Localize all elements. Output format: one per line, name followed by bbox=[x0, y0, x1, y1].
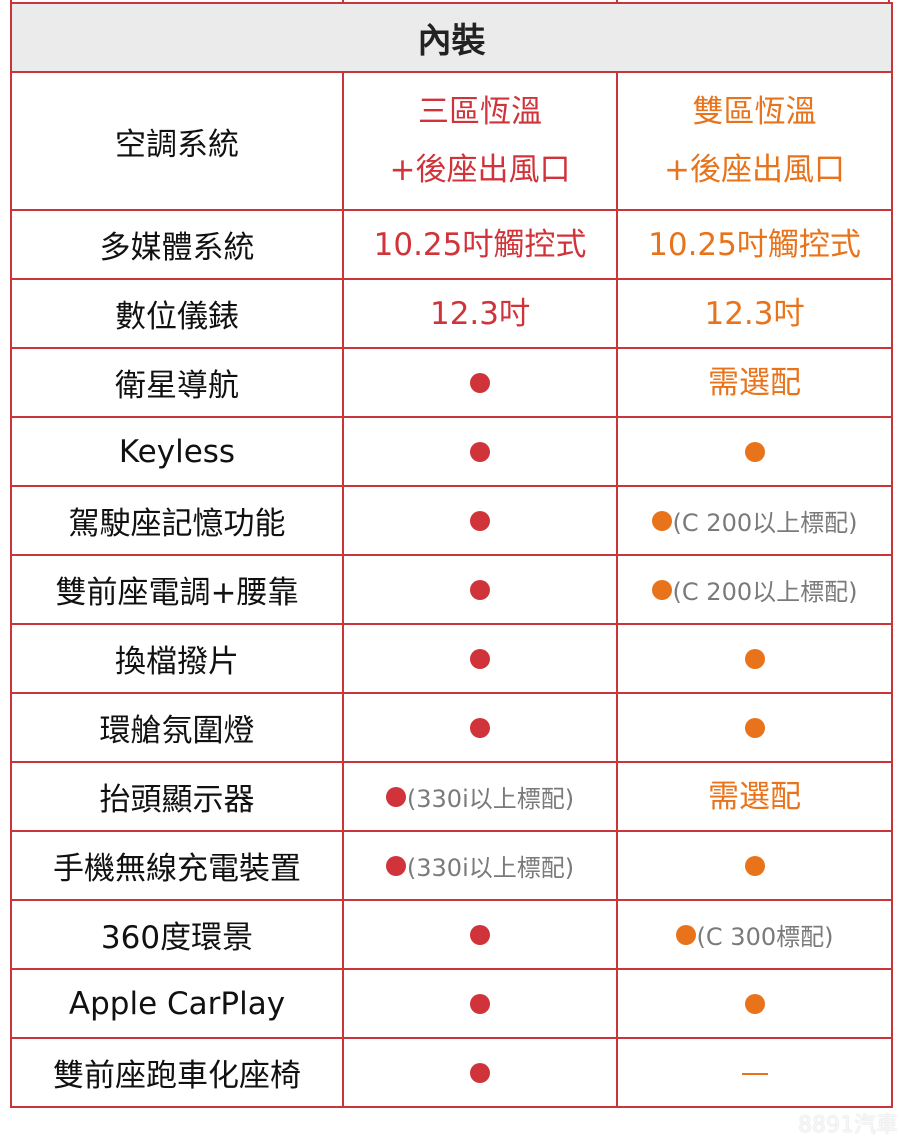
benz-value-cell bbox=[615, 1037, 894, 1108]
standard-dot-icon bbox=[744, 855, 765, 876]
benz-value-cell: 需選配 bbox=[615, 347, 894, 418]
bmw-value-cell bbox=[342, 1037, 618, 1108]
benz-value-cell: (C 200以上標配) bbox=[615, 554, 894, 625]
bmw-value-cell bbox=[342, 554, 618, 625]
table-row: 雙前座電調+腰靠 (C 200以上標配) bbox=[10, 554, 894, 625]
standard-dot-icon bbox=[470, 1062, 490, 1083]
feature-label: 空調系統 bbox=[10, 71, 344, 211]
table-row: 雙前座跑車化座椅 bbox=[10, 1037, 894, 1108]
table-row: 手機無線充電裝置 (330i以上標配) bbox=[10, 830, 894, 901]
value-text: 10.25吋觸控式 bbox=[648, 226, 861, 263]
feature-label: 衛星導航 bbox=[10, 347, 344, 418]
value-text: +後座出風口 bbox=[389, 152, 571, 188]
bmw-value-cell: (330i以上標配) bbox=[342, 761, 618, 832]
table-row: 360度環景 (C 300標配) bbox=[10, 899, 894, 970]
standard-dot-icon bbox=[470, 717, 490, 738]
table-row: 空調系統 三區恆溫 +後座出風口 雙區恆溫 +後座出風口 bbox=[10, 71, 894, 211]
standard-dot-icon bbox=[744, 993, 765, 1014]
bmw-value-cell bbox=[342, 968, 618, 1039]
benz-value-cell bbox=[615, 416, 894, 487]
condition-note: (C 200以上標配) bbox=[672, 509, 858, 537]
standard-dot-icon bbox=[675, 924, 696, 945]
standard-dot-icon bbox=[385, 786, 406, 807]
feature-label: 數位儀錶 bbox=[10, 278, 344, 349]
value-text: +後座出風口 bbox=[664, 152, 845, 188]
value-text: 需選配 bbox=[708, 778, 801, 815]
bmw-value-cell bbox=[342, 623, 618, 694]
bmw-value-cell bbox=[342, 416, 618, 487]
section-title: 內裝 bbox=[9, 2, 894, 73]
bmw-value-cell: 12.3吋 bbox=[342, 278, 618, 349]
table-row: 環艙氛圍燈 bbox=[10, 692, 894, 763]
standard-dot-icon bbox=[744, 717, 765, 738]
section-header-row: 內裝 bbox=[9, 2, 894, 73]
benz-value-cell: (C 300標配) bbox=[615, 899, 894, 970]
feature-label: 多媒體系統 bbox=[10, 209, 344, 280]
condition-note: (C 300標配) bbox=[696, 923, 834, 951]
table-row: Keyless bbox=[10, 416, 894, 487]
bmw-value-cell bbox=[342, 899, 618, 970]
standard-dot-icon bbox=[651, 579, 672, 600]
value-text: 雙區恆溫 bbox=[692, 94, 817, 130]
standard-dot-icon bbox=[744, 648, 765, 669]
value-text: 10.25吋觸控式 bbox=[373, 226, 587, 263]
feature-label: 雙前座跑車化座椅 bbox=[10, 1037, 344, 1108]
bmw-value-cell bbox=[342, 692, 618, 763]
table-row: 抬頭顯示器 (330i以上標配) 需選配 bbox=[10, 761, 894, 832]
bmw-value-cell bbox=[342, 347, 618, 418]
table-row: 多媒體系統 10.25吋觸控式 10.25吋觸控式 bbox=[10, 209, 894, 280]
benz-value-cell: 需選配 bbox=[615, 761, 894, 832]
standard-dot-icon bbox=[470, 924, 490, 945]
table-row: 換檔撥片 bbox=[10, 623, 894, 694]
benz-value-cell bbox=[615, 830, 894, 901]
benz-value-cell: (C 200以上標配) bbox=[615, 485, 894, 556]
bmw-value-cell: 10.25吋觸控式 bbox=[342, 209, 618, 280]
feature-label: 換檔撥片 bbox=[10, 623, 344, 694]
condition-note: (330i以上標配) bbox=[406, 854, 575, 882]
standard-dot-icon bbox=[470, 579, 490, 600]
feature-label: 手機無線充電裝置 bbox=[10, 830, 344, 901]
bmw-value-cell bbox=[342, 485, 618, 556]
table-row: Apple CarPlay bbox=[10, 968, 894, 1039]
bmw-value-cell: (330i以上標配) bbox=[342, 830, 618, 901]
table-row: 數位儀錶 12.3吋 12.3吋 bbox=[10, 278, 894, 349]
watermark: 8891汽車 bbox=[798, 1113, 898, 1138]
standard-dot-icon bbox=[470, 648, 490, 669]
standard-dot-icon bbox=[470, 441, 490, 462]
table-row: 駕駛座記憶功能 (C 200以上標配) bbox=[10, 485, 894, 556]
standard-dot-icon bbox=[385, 855, 406, 876]
benz-value-cell: 12.3吋 bbox=[615, 278, 894, 349]
benz-value-cell bbox=[615, 692, 894, 763]
standard-dot-icon bbox=[470, 993, 490, 1014]
standard-dot-icon bbox=[470, 510, 490, 531]
condition-note: (C 200以上標配) bbox=[672, 578, 858, 606]
feature-label: Apple CarPlay bbox=[10, 968, 344, 1039]
value-text: 需選配 bbox=[708, 364, 801, 401]
top-strip bbox=[10, 0, 890, 3]
value-text: 12.3吋 bbox=[704, 295, 805, 332]
standard-dot-icon bbox=[651, 510, 672, 531]
benz-value-cell bbox=[615, 623, 894, 694]
benz-value-cell: 雙區恆溫 +後座出風口 bbox=[615, 71, 894, 211]
value-text: 12.3吋 bbox=[429, 295, 531, 332]
feature-label: 360度環景 bbox=[10, 899, 344, 970]
feature-label: 駕駛座記憶功能 bbox=[10, 485, 344, 556]
benz-value-cell: 10.25吋觸控式 bbox=[615, 209, 894, 280]
feature-label: 雙前座電調+腰靠 bbox=[10, 554, 344, 625]
interior-spec-table: 內裝 空調系統 三區恆溫 +後座出風口 雙區恆溫 +後座出風口 多媒體系統 10.25吋觸控… bbox=[9, 2, 894, 1108]
table-row: 衛星導航 需選配 bbox=[10, 347, 894, 418]
condition-note: (330i以上標配) bbox=[406, 785, 575, 813]
feature-label: Keyless bbox=[10, 416, 344, 487]
standard-dot-icon bbox=[470, 372, 490, 393]
value-text: 三區恆溫 bbox=[418, 94, 542, 130]
benz-value-cell bbox=[615, 968, 894, 1039]
standard-dot-icon bbox=[744, 441, 765, 462]
not-available-dash-icon bbox=[741, 1072, 768, 1075]
feature-label: 環艙氛圍燈 bbox=[10, 692, 344, 763]
bmw-value-cell: 三區恆溫 +後座出風口 bbox=[342, 71, 618, 211]
feature-label: 抬頭顯示器 bbox=[10, 761, 344, 832]
